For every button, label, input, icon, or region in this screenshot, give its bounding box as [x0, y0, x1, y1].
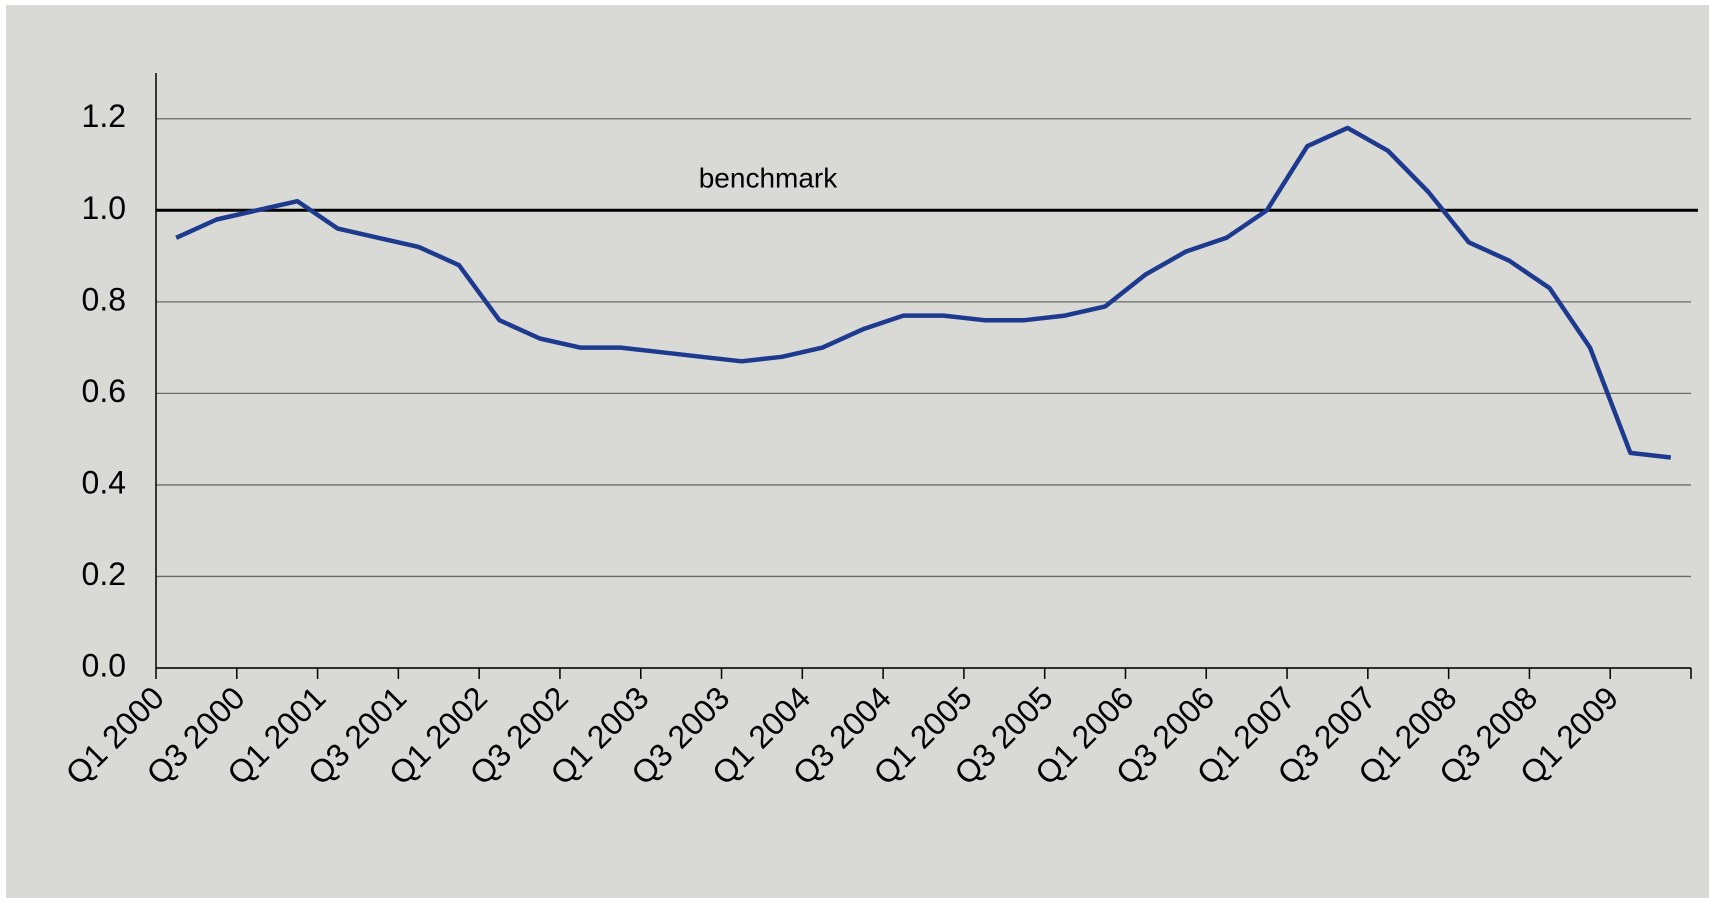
- y-tick-label: 1.0: [82, 190, 126, 226]
- reference-label: benchmark: [699, 163, 839, 194]
- y-tick-label: 0.2: [82, 556, 126, 592]
- background: [6, 5, 1709, 898]
- y-tick-label: 0.4: [82, 464, 126, 500]
- y-tick-label: 0.0: [82, 647, 126, 683]
- y-tick-label: 0.6: [82, 373, 126, 409]
- y-tick-label: 0.8: [82, 281, 126, 317]
- data-line: [175, 125, 1672, 460]
- y-tick-label: 1.2: [82, 98, 126, 134]
